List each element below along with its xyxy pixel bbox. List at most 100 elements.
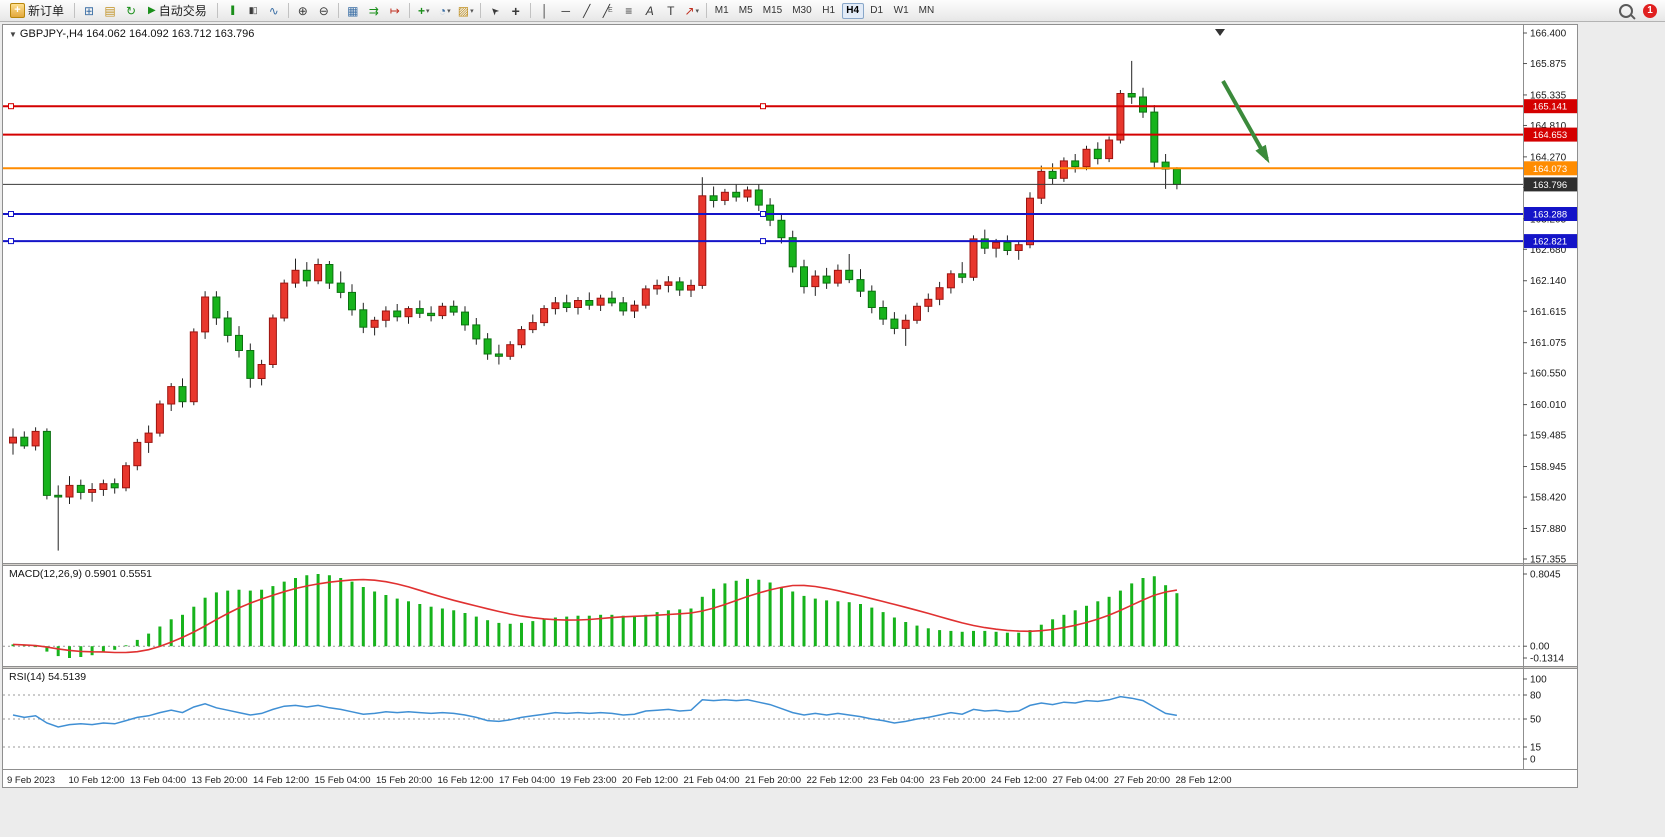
svg-text:24 Feb 12:00: 24 Feb 12:00 bbox=[991, 775, 1047, 786]
line-handle[interactable] bbox=[8, 238, 14, 245]
price-tag-162.821[interactable] bbox=[1524, 234, 1577, 249]
rsi-line bbox=[12, 695, 1178, 728]
arrows-icon: ↗ bbox=[684, 3, 695, 18]
time-axis[interactable]: 9 Feb 2023 10 Feb 12:00 13 Feb 04:00 13 Feb… bbox=[7, 775, 1232, 786]
bar-chart-button[interactable]: ||| bbox=[222, 2, 242, 20]
timeframe-m5-button[interactable]: M5 bbox=[735, 3, 757, 19]
auto-scroll-button[interactable]: ⇉ bbox=[364, 2, 384, 20]
tile-windows-button[interactable]: ▦ bbox=[343, 2, 363, 20]
dropdown-caret-icon: ▾ bbox=[695, 7, 700, 15]
notification-badge[interactable]: 1 bbox=[1643, 3, 1657, 18]
svg-text:22 Feb 12:00: 22 Feb 12:00 bbox=[807, 775, 863, 786]
line-handle[interactable] bbox=[760, 103, 766, 110]
svg-text:157.355: 157.355 bbox=[1530, 555, 1567, 566]
svg-text:19 Feb 23:00: 19 Feb 23:00 bbox=[561, 775, 617, 786]
new-chart-button[interactable]: ⊞ bbox=[79, 2, 99, 20]
svg-text:16 Feb 12:00: 16 Feb 12:00 bbox=[438, 775, 494, 786]
price-tag-164.653[interactable] bbox=[1524, 127, 1577, 142]
profiles-button[interactable]: ▤ bbox=[100, 2, 120, 20]
templates-button[interactable]: ▨ ▾ bbox=[456, 2, 476, 20]
main-toolbar: + 新订单 ⊞ ▤ ↻ ▶ 自动交易 ||| ▮▯ ∿ ⊕ ⊖ ▦ ⇉ ↦ + … bbox=[0, 0, 1665, 22]
indicators-button[interactable]: + ▾ bbox=[414, 2, 434, 20]
toolbar-separator bbox=[287, 3, 289, 18]
line-handle[interactable] bbox=[8, 103, 14, 110]
autotrading-button[interactable]: ▶ 自动交易 bbox=[142, 2, 213, 20]
svg-text:21 Feb 20:00: 21 Feb 20:00 bbox=[745, 775, 801, 786]
zoom-out-button[interactable]: ⊖ bbox=[314, 2, 334, 20]
auto-scroll-icon: ⇉ bbox=[368, 3, 379, 18]
arrows-button[interactable]: ↗ ▾ bbox=[682, 2, 702, 20]
line-handle[interactable] bbox=[760, 238, 766, 245]
svg-text:0.00: 0.00 bbox=[1530, 642, 1550, 653]
line-chart-button[interactable]: ∿ bbox=[264, 2, 284, 20]
dropdown-caret-icon: ▾ bbox=[425, 7, 430, 15]
zoom-in-icon: ⊕ bbox=[297, 3, 308, 18]
svg-text:166.400: 166.400 bbox=[1530, 29, 1567, 40]
trendline-icon: ╱ bbox=[583, 3, 591, 18]
refresh-button[interactable]: ↻ bbox=[121, 2, 141, 20]
timeframe-d1-button[interactable]: D1 bbox=[866, 3, 888, 19]
timeframe-h4-button[interactable]: H4 bbox=[841, 2, 864, 19]
zoom-in-button[interactable]: ⊕ bbox=[293, 2, 313, 20]
autotrading-play-icon: ▶ bbox=[148, 5, 156, 16]
timeframe-m15-button[interactable]: M15 bbox=[759, 3, 786, 19]
macd-signal-line bbox=[12, 578, 1178, 654]
svg-text:100: 100 bbox=[1530, 675, 1547, 686]
crosshair-button[interactable]: + bbox=[506, 2, 526, 20]
price-tags: 165.141 164.653 164.073 163.796 163.288 162.8… bbox=[1524, 99, 1577, 249]
macd-pane bbox=[3, 574, 1523, 658]
cursor-button[interactable]: ➤ bbox=[485, 2, 505, 20]
chart-shift-icon: ↦ bbox=[389, 3, 400, 18]
svg-text:160.550: 160.550 bbox=[1530, 369, 1567, 380]
timeframe-h1-button[interactable]: H1 bbox=[818, 3, 840, 19]
refresh-icon: ↻ bbox=[125, 3, 137, 18]
autotrading-label: 自动交易 bbox=[158, 4, 207, 18]
line-handle[interactable] bbox=[8, 211, 14, 217]
text-button[interactable]: A bbox=[640, 2, 660, 20]
trendline-button[interactable]: ╱ bbox=[577, 2, 597, 20]
price-tag-163.288[interactable] bbox=[1524, 207, 1577, 221]
candlestick-chart-button[interactable]: ▮▯ bbox=[243, 2, 263, 20]
new-order-button[interactable]: + 新订单 bbox=[4, 2, 70, 20]
chart-shift-button[interactable]: ↦ bbox=[385, 2, 405, 20]
svg-text:14 Feb 12:00: 14 Feb 12:00 bbox=[253, 775, 309, 786]
timeframe-w1-button[interactable]: W1 bbox=[890, 3, 913, 19]
macd-histogram bbox=[11, 574, 1179, 658]
svg-text:0: 0 bbox=[1530, 755, 1536, 766]
text-label-button[interactable]: T bbox=[661, 2, 681, 20]
price-tag-164.073[interactable] bbox=[1524, 161, 1577, 176]
svg-text:162.821: 162.821 bbox=[1533, 237, 1567, 248]
line-chart-icon: ∿ bbox=[268, 3, 279, 18]
equidistant-channel-button[interactable]: ╱ E bbox=[598, 2, 618, 20]
chart-canvas[interactable]: 166.400 165.875 165.335 164.810 164.270 163.7… bbox=[3, 25, 1577, 787]
fibonacci-button[interactable]: ≡ bbox=[619, 2, 639, 20]
trend-arrow[interactable] bbox=[1221, 80, 1270, 164]
periods-button[interactable]: ◔ ▾ bbox=[435, 2, 455, 20]
svg-text:158.945: 158.945 bbox=[1530, 462, 1567, 473]
dropdown-caret-icon: ▾ bbox=[447, 7, 451, 15]
svg-text:162.680: 162.680 bbox=[1530, 245, 1567, 256]
equidistant-channel-icon: ╱ bbox=[602, 3, 611, 18]
price-tag-163.796[interactable] bbox=[1524, 177, 1577, 192]
timeframe-mn-button[interactable]: MN bbox=[915, 3, 939, 19]
search-icon[interactable] bbox=[1619, 3, 1633, 18]
text-label-icon: T bbox=[667, 3, 675, 18]
line-handle[interactable] bbox=[760, 211, 766, 217]
svg-text:15: 15 bbox=[1530, 743, 1542, 754]
toolbar-separator bbox=[408, 3, 410, 18]
toolbar-separator bbox=[74, 3, 76, 18]
chart-window[interactable]: 166.400 165.875 165.335 164.810 164.270 163.7… bbox=[2, 24, 1578, 788]
price-tag-165.141[interactable] bbox=[1524, 99, 1577, 114]
svg-text:164.810: 164.810 bbox=[1530, 121, 1567, 132]
svg-text:9 Feb 2023: 9 Feb 2023 bbox=[7, 775, 55, 786]
vertical-line-button[interactable]: │ bbox=[535, 2, 555, 20]
chart-shift-marker[interactable] bbox=[1215, 29, 1225, 36]
svg-text:157.880: 157.880 bbox=[1530, 524, 1567, 535]
toolbar-separator bbox=[529, 3, 531, 18]
timeframe-m1-button[interactable]: M1 bbox=[711, 3, 733, 19]
svg-text:23 Feb 04:00: 23 Feb 04:00 bbox=[868, 775, 924, 786]
timeframe-m30-button[interactable]: M30 bbox=[788, 3, 815, 19]
toolbar-right-group: 1 bbox=[1619, 3, 1661, 18]
horizontal-line-button[interactable]: ─ bbox=[556, 2, 576, 20]
candlestick-series bbox=[9, 60, 1181, 551]
